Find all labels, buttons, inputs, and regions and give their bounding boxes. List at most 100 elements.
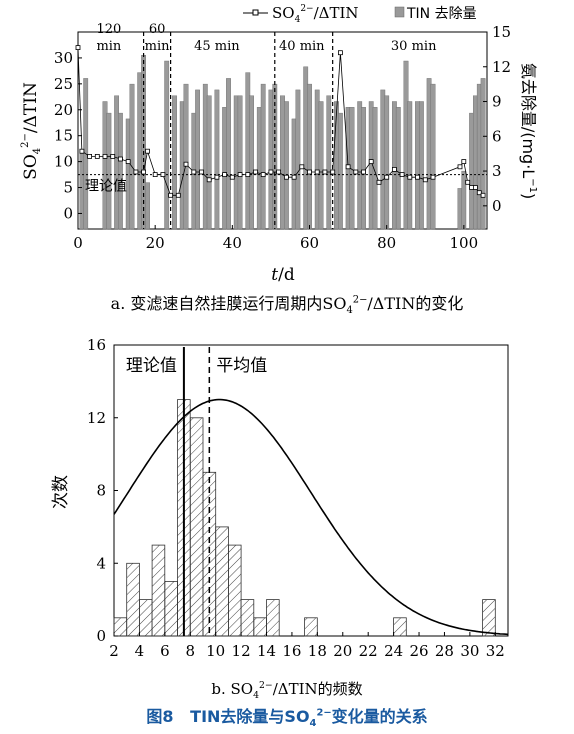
chart-a-y-left-title: SO42−/ΔTIN <box>20 82 43 180</box>
tin-bar <box>145 182 150 230</box>
tin-bar <box>206 95 212 230</box>
histogram-bar <box>304 617 318 637</box>
histogram-bar <box>266 599 280 637</box>
so4-point <box>330 169 336 175</box>
histogram-bar <box>151 544 166 637</box>
tin-bar <box>249 95 254 230</box>
tin-bar <box>214 89 220 230</box>
tin-bar <box>307 83 312 230</box>
chart-a-phase-labels: 120 min 60 min 45 min 40 min 30 min <box>96 22 437 54</box>
y-tick-label: 16 <box>87 336 106 354</box>
chart-a-x-ticks: 0 20 40 60 80 100 <box>73 225 478 252</box>
x-tick-label: 20 <box>146 234 165 252</box>
tin-bar <box>195 89 200 230</box>
x-tick-label: 8 <box>185 642 195 660</box>
x-tick-label: 32 <box>486 642 505 660</box>
so4-point <box>422 177 428 183</box>
so4-point <box>322 169 328 175</box>
so4-point <box>457 164 463 170</box>
so4-point <box>175 192 181 198</box>
x-tick-label: 2 <box>109 642 119 660</box>
tin-bar <box>295 89 301 230</box>
so4-point <box>87 153 92 159</box>
tin-bar <box>172 95 177 230</box>
y-left-tick-label: 10 <box>54 153 73 171</box>
so4-point <box>368 159 374 165</box>
tin-bar <box>318 101 324 230</box>
phase-label-unit: min <box>96 39 121 54</box>
so4-point <box>237 172 243 178</box>
y-left-tick-label: 5 <box>63 179 73 197</box>
figure-title: 图8 TIN去除量与SO42−变化量的关系 <box>146 707 428 730</box>
tin-bar <box>284 101 289 230</box>
phase-label: 30 min <box>391 39 437 54</box>
caption-b: b. SO42−/ΔTIN的频数 <box>211 680 363 701</box>
so4-point <box>465 179 471 185</box>
chart-b-y-title: 次数 <box>51 475 71 509</box>
y-tick-label: 8 <box>96 482 106 500</box>
so4-point <box>307 169 312 175</box>
tin-bar <box>338 112 343 230</box>
tin-bar <box>326 95 332 230</box>
so4-point <box>476 190 482 196</box>
histogram-bar <box>393 617 407 637</box>
legend-tin-label: TIN 去除量 <box>406 6 477 22</box>
tin-bar <box>237 95 243 230</box>
chart-b-mean-label: 平均值 <box>216 356 267 376</box>
y-right-tick-label: 9 <box>492 93 502 111</box>
x-tick-label: 24 <box>384 642 403 660</box>
x-tick-label: 30 <box>460 642 479 660</box>
so4-point <box>206 177 212 183</box>
phase-label: 45 min <box>194 39 240 54</box>
x-tick-label: 40 <box>223 234 242 252</box>
so4-point <box>314 169 320 175</box>
phase-label: 120 <box>96 22 121 37</box>
y-tick-label: 12 <box>87 409 106 427</box>
tin-bar <box>260 83 266 230</box>
chart-a-y-right-title: 氨去除量/(mg·L−1) <box>519 63 538 199</box>
so4-point <box>214 174 220 180</box>
so4-point <box>337 50 343 56</box>
so4-point <box>245 172 251 178</box>
x-tick-label: 80 <box>377 234 396 252</box>
so4-point <box>391 166 397 172</box>
y-tick-label: 0 <box>96 627 106 645</box>
so4-point <box>222 172 228 178</box>
phase-label-unit: min <box>145 39 170 54</box>
histogram-bar <box>215 526 229 637</box>
y-right-tick-label: 0 <box>492 197 502 215</box>
so4-point <box>133 169 139 175</box>
so4-point <box>480 192 486 198</box>
tin-bar <box>430 83 436 230</box>
so4-point <box>384 174 390 180</box>
histogram-bar <box>482 599 496 637</box>
histogram-bar <box>189 417 204 637</box>
so4-point <box>102 153 108 159</box>
so4-point <box>94 153 100 159</box>
so4-point <box>353 169 359 175</box>
histogram-bar <box>253 617 267 637</box>
so4-point <box>79 148 85 154</box>
histogram-bar <box>138 599 153 637</box>
so4-point <box>199 169 204 175</box>
y-left-tick-label: 0 <box>63 204 73 222</box>
tin-bar <box>461 170 467 230</box>
y-left-tick-label: 20 <box>54 101 73 119</box>
histogram-bar <box>240 599 255 637</box>
so4-point <box>291 174 297 180</box>
legend-square-marker <box>252 9 259 16</box>
so4-point <box>110 153 116 159</box>
chart-a: 理论值 0 20 40 60 80 100 0 5 10 15 20 25 30 0 3 6 9 12 15 1… <box>20 4 538 285</box>
chart-a-legend: SO42−/ΔTIN TIN 去除量 <box>243 4 477 25</box>
x-tick-label: 14 <box>257 642 276 660</box>
tin-bar <box>407 101 413 230</box>
caption-a: a. 变滤速自然挂膜运行周期内SO42−/ΔTIN的变化 <box>110 294 464 317</box>
tin-bar <box>106 112 112 230</box>
chart-a-bars <box>79 55 486 230</box>
chart-b-theory-label: 理论值 <box>126 356 177 376</box>
so4-point <box>299 164 305 170</box>
chart-b-y-ticks: 0 4 8 12 16 <box>87 336 118 645</box>
so4-point <box>253 169 258 175</box>
so4-point <box>399 172 405 178</box>
x-tick-label: 28 <box>435 642 454 660</box>
